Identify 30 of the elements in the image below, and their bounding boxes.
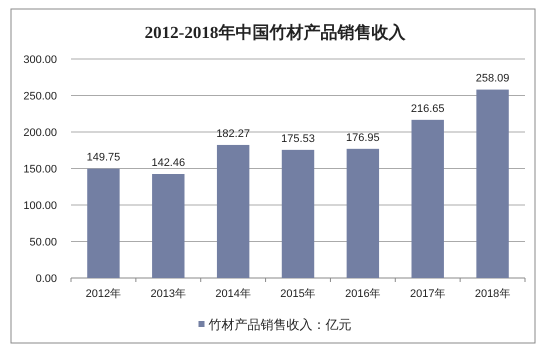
data-label: 142.46 bbox=[151, 157, 186, 170]
y-tick-label: 50.00 bbox=[29, 236, 57, 248]
data-label: 258.09 bbox=[476, 72, 510, 85]
bar bbox=[87, 168, 120, 278]
y-tick-label: 250.00 bbox=[23, 90, 57, 102]
bar bbox=[152, 174, 184, 278]
x-tick-label: 2018年 bbox=[474, 288, 510, 300]
y-tick-label: 0.00 bbox=[36, 273, 57, 285]
x-tick-label: 2017年 bbox=[410, 288, 446, 300]
data-label: 149.75 bbox=[86, 152, 120, 164]
data-label: 216.65 bbox=[410, 102, 445, 115]
data-label: 182.27 bbox=[216, 128, 250, 140]
bar bbox=[476, 90, 509, 278]
x-tick-label: 2016年 bbox=[345, 288, 381, 300]
data-label: 176.95 bbox=[346, 132, 380, 144]
bar bbox=[216, 144, 250, 278]
y-tick-label: 200.00 bbox=[23, 127, 57, 139]
x-tick-label: 2012年 bbox=[86, 288, 122, 300]
legend: 竹材产品销售收入：亿元 bbox=[198, 317, 352, 332]
bar bbox=[282, 150, 314, 278]
x-tick-label: 2013年 bbox=[150, 288, 186, 300]
x-tick-label: 2015年 bbox=[280, 288, 316, 300]
y-tick-label: 100.00 bbox=[23, 200, 57, 212]
y-tick-label: 150.00 bbox=[23, 164, 57, 176]
x-tick-label: 2014年 bbox=[215, 288, 251, 300]
bar bbox=[412, 120, 444, 278]
chart-title: 2012-2018年中国竹材产品销售收入 bbox=[144, 23, 406, 42]
y-tick-label: 300.00 bbox=[23, 54, 57, 66]
data-label: 175.53 bbox=[281, 132, 315, 145]
bar bbox=[346, 148, 380, 278]
